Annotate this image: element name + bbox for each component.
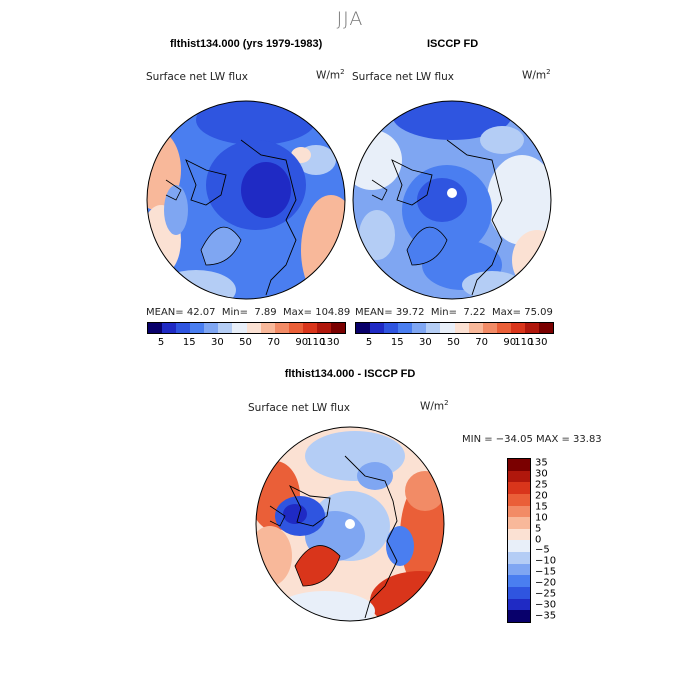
colorbar-swatch: [539, 323, 554, 333]
colorbar-swatch: [510, 323, 525, 333]
colorbar-swatch: [496, 323, 511, 333]
colorbar-swatch: [246, 323, 261, 333]
left-polar-map: [146, 100, 346, 300]
colorbar-swatch: [468, 323, 483, 333]
colorbar-swatch: [232, 323, 247, 333]
colorbar-tick-label: 5: [535, 523, 542, 535]
colorbar-swatch: [508, 540, 530, 553]
colorbar-swatch: [508, 575, 530, 588]
colorbar-swatch: [316, 323, 332, 333]
colorbar-swatch: [482, 323, 497, 333]
colorbar-tick-label: 130: [528, 337, 548, 348]
colorbar-swatch: [331, 323, 346, 333]
colorbar-swatch: [508, 563, 530, 576]
diff-polar-map: [255, 426, 445, 622]
right-panel-units: W/m2: [522, 68, 551, 82]
colorbar-tick-label: 30: [418, 337, 432, 348]
colorbar-swatch: [162, 323, 177, 333]
colorbar-swatch: [508, 610, 530, 622]
colorbar-tick-label: 110: [514, 337, 534, 348]
colorbar-swatch: [508, 598, 530, 611]
left-colorbar-ticks: 5 15 30 50 70 90 110 130: [147, 337, 344, 351]
colorbar-tick-label: 30: [210, 337, 224, 348]
colorbar-tick-label: 130: [320, 337, 340, 348]
diff-colorbar: [507, 458, 531, 623]
colorbar-swatch: [302, 323, 317, 333]
colorbar-tick-label: 5: [365, 337, 373, 348]
left-colorbar: [147, 322, 346, 334]
colorbar-tick-label: 50: [239, 337, 252, 348]
colorbar-swatch: [454, 323, 469, 333]
colorbar-tick-label: 110: [306, 337, 326, 348]
right-panel-variable: Surface net LW flux: [352, 71, 454, 83]
colorbar-swatch: [524, 323, 540, 333]
colorbar-swatch: [274, 323, 289, 333]
colorbar-swatch: [508, 470, 530, 483]
colorbar-swatch: [148, 323, 163, 333]
left-panel-variable: Surface net LW flux: [146, 71, 248, 83]
right-panel-heading: ISCCP FD: [427, 38, 479, 50]
colorbar-tick-label: 35: [535, 457, 548, 469]
colorbar-tick-label: −25: [535, 588, 557, 600]
colorbar-swatch: [260, 323, 275, 333]
colorbar-swatch: [440, 323, 455, 333]
diff-colorbar-ticks: 35 30 25 20 15 10 5 0 −5 −10 −15 −20 −25 −30 −35: [535, 457, 575, 622]
colorbar-tick-label: −30: [535, 599, 557, 611]
colorbar-swatch: [508, 517, 530, 529]
right-polar-map: [352, 100, 552, 300]
colorbar-tick-label: 70: [267, 337, 281, 348]
colorbar-tick-label: 15: [390, 337, 404, 348]
colorbar-swatch: [190, 323, 205, 333]
colorbar-swatch: [398, 323, 413, 333]
colorbar-swatch: [508, 482, 530, 494]
colorbar-tick-label: 50: [447, 337, 460, 348]
colorbar-swatch: [508, 505, 530, 518]
colorbar-swatch: [204, 323, 219, 333]
left-panel-heading: flthist134.000 (yrs 1979-1983): [170, 38, 323, 50]
colorbar-tick-label: −35: [535, 610, 557, 622]
colorbar-tick-label: −5: [535, 544, 550, 556]
diff-stats: MIN = −34.05 MAX = 33.83: [462, 434, 602, 445]
right-colorbar: [355, 322, 554, 334]
colorbar-tick-label: 10: [535, 512, 548, 524]
diff-panel-variable: Surface net LW flux: [248, 402, 350, 414]
colorbar-swatch: [218, 323, 233, 333]
colorbar-tick-label: −10: [535, 555, 557, 567]
colorbar-swatch: [356, 323, 371, 333]
colorbar-tick-label: −15: [535, 566, 557, 578]
colorbar-swatch: [176, 323, 191, 333]
diff-panel-units: W/m2: [420, 399, 449, 413]
colorbar-tick-label: 5: [157, 337, 165, 348]
colorbar-tick-label: 15: [535, 501, 548, 513]
colorbar-swatch: [384, 323, 399, 333]
colorbar-swatch: [508, 528, 530, 541]
colorbar-swatch: [508, 493, 530, 506]
colorbar-swatch: [412, 323, 427, 333]
colorbar-tick-label: 70: [475, 337, 489, 348]
colorbar-tick-label: 30: [535, 468, 548, 480]
colorbar-swatch: [508, 587, 530, 599]
colorbar-tick-label: 15: [182, 337, 196, 348]
colorbar-tick-label: 20: [535, 490, 548, 502]
colorbar-tick-label: 90: [295, 337, 309, 348]
left-panel-units: W/m2: [316, 68, 345, 82]
figure-title: JJA: [336, 8, 364, 30]
diff-panel-heading: flthist134.000 - ISCCP FD: [284, 368, 416, 380]
colorbar-swatch: [370, 323, 385, 333]
colorbar-swatch: [508, 459, 530, 471]
right-colorbar-ticks: 5 15 30 50 70 90 110 130: [355, 337, 552, 351]
right-stats: MEAN= 39.72 Min= 7.22 Max= 75.09: [355, 307, 553, 318]
left-stats: MEAN= 42.07 Min= 7.89 Max= 104.89: [146, 307, 351, 318]
colorbar-tick-label: 0: [535, 534, 542, 545]
colorbar-tick-label: −20: [535, 577, 557, 589]
colorbar-swatch: [288, 323, 303, 333]
colorbar-swatch: [426, 323, 441, 333]
colorbar-swatch: [508, 552, 530, 564]
colorbar-tick-label: 90: [503, 337, 517, 348]
colorbar-tick-label: 25: [535, 479, 548, 491]
